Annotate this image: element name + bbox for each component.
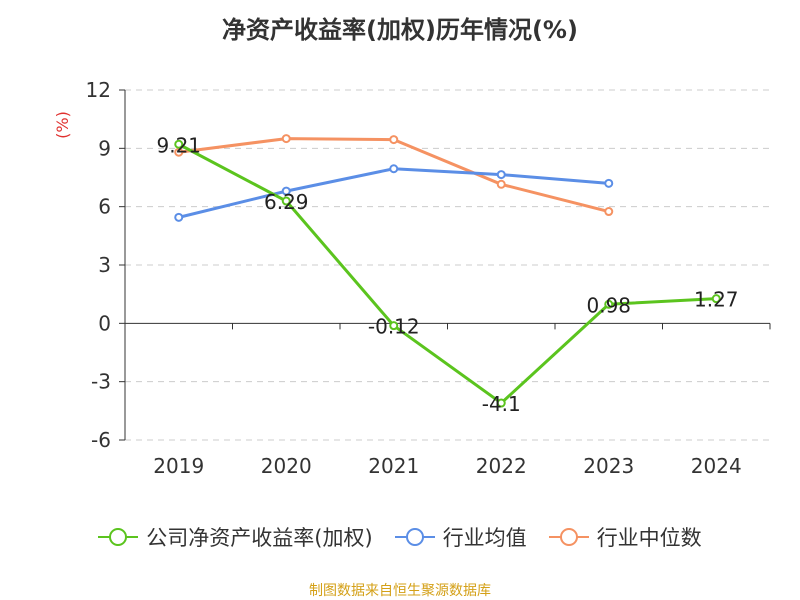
y-tick-label: 0 bbox=[98, 311, 111, 335]
data-label: -4.1 bbox=[482, 392, 521, 416]
series-line-1 bbox=[178, 167, 609, 219]
data-point-2 bbox=[604, 207, 614, 217]
data-point-2 bbox=[389, 135, 399, 145]
y-axis-label: (%) bbox=[53, 111, 72, 139]
legend-marker-industry-median-icon bbox=[548, 528, 589, 546]
data-label: 1.27 bbox=[694, 288, 739, 312]
data-label: -0.12 bbox=[368, 315, 420, 339]
data-point-1 bbox=[496, 170, 506, 180]
data-point-0 bbox=[496, 398, 506, 408]
data-point-1 bbox=[174, 212, 184, 222]
legend-marker-company-icon bbox=[98, 528, 139, 546]
data-point-0 bbox=[604, 299, 614, 309]
data-point-1 bbox=[604, 178, 614, 188]
y-tick-label: -6 bbox=[91, 428, 111, 452]
x-tick-label: 2021 bbox=[368, 454, 419, 478]
x-tick-label: 2022 bbox=[476, 454, 527, 478]
x-tick-label: 2019 bbox=[153, 454, 204, 478]
data-point-2 bbox=[496, 179, 506, 189]
data-point-1 bbox=[281, 186, 291, 196]
y-tick-label: -3 bbox=[91, 370, 111, 394]
data-label: 0.98 bbox=[586, 293, 631, 317]
data-point-0 bbox=[711, 294, 721, 304]
data-point-1 bbox=[389, 164, 399, 174]
y-tick-label: 9 bbox=[98, 136, 111, 160]
series-line-0 bbox=[178, 142, 717, 405]
legend-label-industry-median: 行业中位数 bbox=[596, 526, 702, 550]
x-tick-label: 2020 bbox=[261, 454, 312, 478]
chart-legend: 公司净资产收益率(加权) 行业均值 行业中位数 bbox=[0, 522, 800, 552]
chart-title: 净资产收益率(加权)历年情况(%) bbox=[222, 16, 578, 44]
y-tick-label: 6 bbox=[98, 195, 111, 219]
source-note: 制图数据来自恒生聚源数据库 bbox=[309, 583, 491, 599]
legend-item-company[interactable]: 公司净资产收益率(加权) bbox=[98, 522, 373, 552]
data-point-0 bbox=[281, 196, 291, 206]
y-tick-label: 12 bbox=[86, 78, 111, 102]
data-point-0 bbox=[174, 139, 184, 149]
data-point-0 bbox=[389, 321, 399, 331]
legend-item-industry-median[interactable]: 行业中位数 bbox=[548, 522, 702, 552]
legend-label-industry-mean: 行业均值 bbox=[442, 526, 527, 550]
y-tick-label: 3 bbox=[98, 253, 111, 277]
data-label: 9.21 bbox=[156, 133, 201, 157]
legend-item-industry-mean[interactable]: 行业均值 bbox=[394, 522, 527, 552]
x-tick-label: 2024 bbox=[691, 454, 742, 478]
legend-label-company: 公司净资产收益率(加权) bbox=[146, 526, 373, 550]
data-label: 6.29 bbox=[264, 190, 309, 214]
data-point-2 bbox=[281, 134, 291, 144]
legend-marker-industry-mean-icon bbox=[394, 528, 435, 546]
x-tick-label: 2023 bbox=[583, 454, 634, 478]
